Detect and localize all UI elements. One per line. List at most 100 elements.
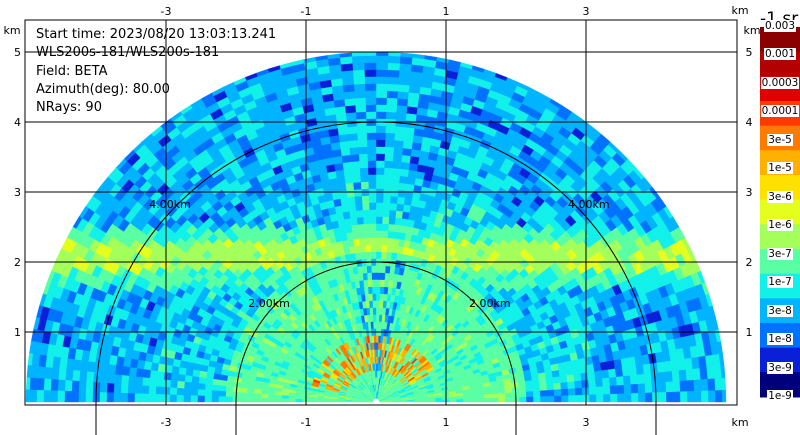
beta-cell <box>288 398 296 403</box>
beta-cell <box>687 390 695 403</box>
scan-info: Start time: 2023/08/20 13:03:13.241 WLS2… <box>36 26 276 117</box>
beta-cell <box>532 384 541 392</box>
beta-cell <box>365 251 372 260</box>
beta-cell <box>120 392 128 403</box>
beta-cell <box>368 202 377 210</box>
beta-cell <box>183 388 192 396</box>
range-ring <box>95 121 657 403</box>
beta-cell <box>381 230 389 239</box>
y-tick-label-right: 3 <box>746 186 753 199</box>
beta-cell <box>567 387 576 396</box>
beta-cell <box>672 380 681 392</box>
beta-cell <box>239 392 248 398</box>
beta-cell <box>359 167 369 176</box>
beta-cell <box>375 132 386 140</box>
beta-cell <box>183 395 191 403</box>
beta-cell <box>631 392 639 403</box>
beta-cell <box>219 379 228 387</box>
beta-cell <box>43 378 52 391</box>
beta-cell <box>370 237 377 245</box>
beta-cell <box>553 388 562 397</box>
beta-cell <box>347 196 356 205</box>
beta-cell <box>375 181 384 189</box>
beta-cell <box>347 203 357 212</box>
beta-cell <box>375 174 385 182</box>
beta-cell <box>463 398 471 403</box>
beta-cell <box>380 265 386 274</box>
colorbar <box>760 27 800 398</box>
beta-cell <box>218 390 227 397</box>
beta-cell <box>370 244 377 252</box>
beta-cell <box>664 370 674 382</box>
beta-cell <box>134 393 142 403</box>
beta-cell <box>366 139 377 147</box>
beta-cell <box>246 392 255 398</box>
beta-cell <box>354 195 363 204</box>
beta-cell <box>378 321 382 329</box>
x-unit-top: km <box>731 4 748 17</box>
beta-cell <box>383 181 392 190</box>
beta-cell <box>587 371 596 380</box>
y-tick-label-right: 5 <box>746 46 753 59</box>
beta-cell <box>656 361 666 373</box>
beta-cell <box>375 216 383 224</box>
beta-cell <box>630 383 639 394</box>
beta-cell <box>398 231 407 241</box>
beta-cell <box>205 371 215 380</box>
beta-cell <box>375 55 389 63</box>
beta-cell <box>169 380 178 389</box>
x-tick-label-top: 3 <box>583 5 590 18</box>
beta-cell <box>163 372 172 381</box>
beta-cell <box>380 251 387 260</box>
y-tick-label-left: 3 <box>14 186 21 199</box>
beta-cell <box>375 335 379 343</box>
beta-cell <box>383 167 393 176</box>
beta-cell <box>190 382 199 390</box>
beta-cell <box>375 97 387 105</box>
beta-cell <box>384 272 390 281</box>
beta-cell <box>141 385 150 395</box>
beta-cell <box>170 373 179 382</box>
beta-cell <box>351 55 365 64</box>
beta-cell <box>540 395 548 403</box>
beta-cell <box>225 391 234 398</box>
beta-cell <box>381 216 390 225</box>
beta-cell <box>361 195 370 204</box>
beta-cell <box>398 182 407 191</box>
beta-cell <box>345 182 354 191</box>
beta-cell <box>679 380 688 392</box>
beta-cell <box>184 374 193 383</box>
beta-cell <box>369 216 377 224</box>
beta-cell <box>399 224 408 234</box>
beta-cell <box>141 393 149 403</box>
beta-cell <box>29 389 37 403</box>
colorbar-label: 0.0003 <box>760 76 800 89</box>
beta-cell <box>368 181 377 189</box>
beta-cell <box>595 385 604 395</box>
beta-cell <box>359 244 366 253</box>
x-tick-label-top: -1 <box>301 5 312 18</box>
beta-cell <box>78 380 87 393</box>
beta-cell <box>183 381 192 390</box>
beta-cell <box>353 188 362 197</box>
beta-cell <box>388 209 397 218</box>
beta-cell <box>375 300 380 308</box>
beta-cell <box>396 91 409 100</box>
beta-cell <box>552 375 561 384</box>
beta-cell <box>405 183 415 192</box>
beta-cell <box>586 363 595 373</box>
beta-cell <box>384 146 395 155</box>
beta-cell <box>375 76 388 84</box>
beta-cell <box>362 209 370 218</box>
beta-cell <box>367 153 377 161</box>
beta-cell <box>364 69 377 77</box>
beta-cell <box>378 314 383 322</box>
beta-cell <box>358 401 366 403</box>
beta-cell <box>386 237 394 246</box>
beta-cell <box>71 391 79 403</box>
beta-cell <box>354 202 363 211</box>
beta-cell <box>375 146 386 154</box>
beta-cell <box>671 369 681 382</box>
beta-cell <box>693 379 702 392</box>
beta-cell <box>368 195 377 203</box>
